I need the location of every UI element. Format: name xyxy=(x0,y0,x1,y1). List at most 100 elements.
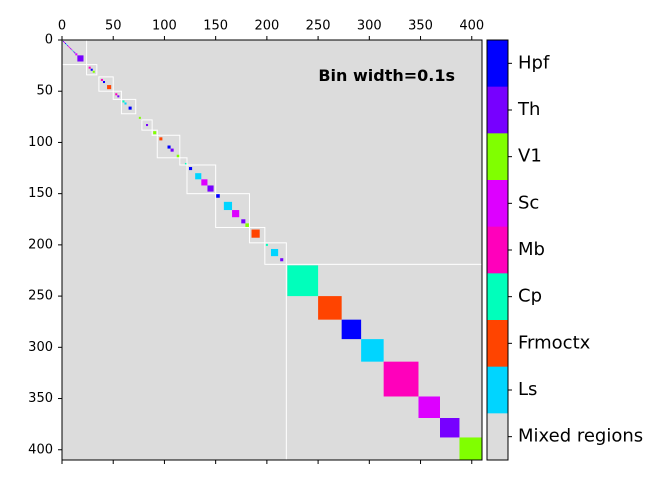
colorbar-swatch-sc xyxy=(487,180,508,228)
heatmap-cell-th xyxy=(67,45,69,47)
colorbar-label: Mb xyxy=(518,239,545,260)
heatmap-cell-cp xyxy=(184,162,187,165)
cluster-outline-box xyxy=(179,157,188,166)
heatmap-cell-th xyxy=(63,41,65,43)
heatmap-cell-cp xyxy=(122,100,125,103)
colorbar-swatch-ls xyxy=(487,366,508,414)
x-tick-label: 300 xyxy=(357,19,382,34)
heatmap-cell-th xyxy=(73,51,75,53)
heatmap-cell-frmoctx xyxy=(318,296,342,320)
cluster-outline-box xyxy=(112,90,122,100)
heatmap-cell-sc xyxy=(232,210,240,218)
heatmap-cell-v1 xyxy=(459,437,482,460)
colorbar-swatch-v1 xyxy=(487,133,508,181)
heatmap-cell-cp xyxy=(287,265,319,297)
heatmap-cell-mb xyxy=(383,361,419,397)
colorbar-label: Hpf xyxy=(518,52,550,73)
y-tick-label: 400 xyxy=(28,442,53,457)
bin-width-annotation: Bin width=0.1s xyxy=(318,66,455,85)
colorbar-label: Frmoctx xyxy=(518,332,591,353)
cluster-outline-box xyxy=(86,64,98,76)
y-tick-label: 50 xyxy=(36,84,53,99)
colorbar-label: Cp xyxy=(518,286,542,307)
heatmap-cell-ls xyxy=(270,248,279,257)
colorbar-label: V1 xyxy=(518,146,542,167)
colorbar-swatch-cp xyxy=(487,273,508,321)
heatmap-cell-th xyxy=(241,219,246,224)
heatmap-cell-cp xyxy=(265,243,268,246)
colorbar: Hpf Th V1 Sc Mb Cp Frmoctx Ls Mixed regions xyxy=(486,39,643,461)
heatmap-cell-ls xyxy=(124,102,127,105)
heatmap-cell-hpf xyxy=(167,145,171,149)
heatmap-cell-frmoctx xyxy=(107,85,112,90)
x-axis: 0 50 100 150 200 250 300 350 400 xyxy=(58,19,484,464)
heatmap-cell-th xyxy=(70,48,72,50)
cluster-outline-box xyxy=(151,129,158,136)
heatmap-cell-mb xyxy=(88,66,91,69)
heatmap-cell-th xyxy=(146,124,149,127)
heatmap-cell-sc xyxy=(71,49,73,51)
heatmap-cell-v1 xyxy=(92,70,95,73)
cluster-outline-box xyxy=(98,76,114,92)
colorbar-label: Sc xyxy=(518,192,539,213)
colorbar-swatch-th xyxy=(487,86,508,134)
heatmap-cell-frmoctx xyxy=(159,137,163,141)
heatmap-cell-hpf xyxy=(215,193,220,198)
heatmap-cell-th xyxy=(280,258,284,262)
plot-area xyxy=(61,39,483,461)
heatmap-cell-th xyxy=(77,55,84,62)
cluster-outline-box xyxy=(141,119,153,131)
axes-frame xyxy=(61,39,483,461)
heatmap-cell-v1 xyxy=(153,131,157,135)
colorbar-label: Mixed regions xyxy=(518,426,643,447)
cluster-outline-box xyxy=(120,98,137,115)
colorbar-label: Ls xyxy=(518,379,537,400)
heatmap-cell-th xyxy=(170,148,174,152)
heatmap-cell-hpf xyxy=(189,167,193,171)
x-tick-label: 200 xyxy=(254,19,279,34)
heatmap-cell-v1 xyxy=(138,116,141,119)
cluster-outline-box xyxy=(264,242,287,265)
colorbar-label: Th xyxy=(517,99,540,120)
cluster-outline-box xyxy=(156,134,181,159)
colorbar-swatch-mb xyxy=(487,226,508,274)
heatmap-cell-ls xyxy=(361,339,384,362)
heatmap-cell-mb xyxy=(100,78,103,81)
heatmap-cell-hpf xyxy=(128,106,132,110)
y-tick-label: 150 xyxy=(28,186,53,201)
heatmap-cell-hpf xyxy=(102,80,106,84)
cluster-outline-box xyxy=(62,40,88,66)
x-tick-label: 400 xyxy=(459,19,484,34)
heatmap-cell-th xyxy=(207,185,214,192)
colorbar-swatch-frmoctx xyxy=(487,320,508,368)
heatmap-cell-v1 xyxy=(176,154,180,158)
heatmap-cell-cp xyxy=(72,50,74,52)
heatmap-cell-th xyxy=(440,418,460,438)
cluster-outline-box xyxy=(186,164,217,195)
heatmap-cell-hpf xyxy=(74,52,76,54)
heatmap-cell-v1 xyxy=(245,223,250,228)
heatmap-cell-ls xyxy=(66,44,68,46)
heatmap-cell-sc xyxy=(64,42,66,44)
colorbar-frame xyxy=(486,39,509,461)
colorbar-swatch-hpf xyxy=(487,40,508,88)
heatmap-cell-sc xyxy=(201,179,208,186)
heatmap-cell-sc xyxy=(68,46,70,48)
heatmap-cell-mb xyxy=(69,47,71,49)
cluster-outline-box xyxy=(215,193,250,228)
heatmap-cell-sc xyxy=(75,53,78,56)
heatmap-cell-ls xyxy=(195,173,202,180)
y-axis: 0 50 100 150 200 250 300 350 400 xyxy=(28,33,62,457)
x-tick-label: 250 xyxy=(306,19,331,34)
heatmap-cell-mb xyxy=(115,93,118,96)
heatmap-cell-th xyxy=(117,95,120,98)
y-tick-label: 250 xyxy=(28,289,53,304)
y-tick-label: 0 xyxy=(45,33,53,48)
heatmap-cell-hpf xyxy=(341,319,362,340)
x-tick-label: 150 xyxy=(203,19,228,34)
cluster-outline-box-large xyxy=(285,263,482,460)
x-tick-label: 50 xyxy=(105,19,122,34)
y-tick-label: 100 xyxy=(28,135,53,150)
x-tick-label: 100 xyxy=(152,19,177,34)
